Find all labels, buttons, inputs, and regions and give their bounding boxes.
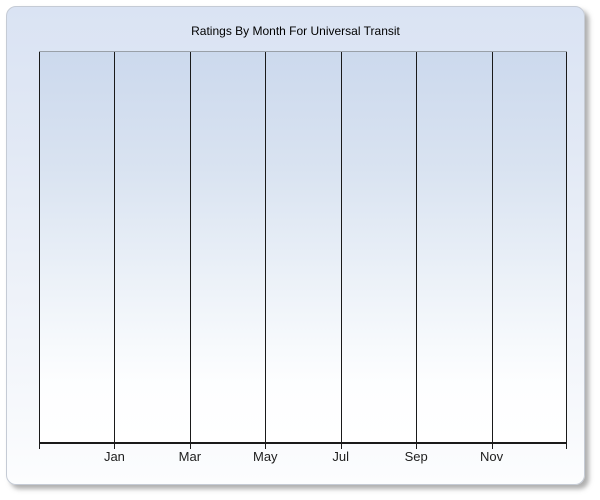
x-axis-label-sep: Sep [404,449,428,464]
x-axis-label-mar: Mar [178,449,202,464]
gridline-may [265,52,267,449]
x-axis-label-jan: Jan [103,449,125,464]
gridline-sep [416,52,418,449]
chart-window: Ratings By Month For Universal Transit J… [6,6,585,485]
x-axis-label-jul: Jul [332,449,350,464]
gridline-left-edge [39,52,40,449]
gridline-right-edge [566,52,567,449]
x-axis-label-may: May [253,449,278,464]
gridline-nov [491,52,493,449]
chart-title: Ratings By Month For Universal Transit [191,24,400,38]
gridline-mar [189,52,191,449]
plot-area [39,51,567,449]
x-axis: Jan Mar May Jul Sep Nov [39,449,567,465]
x-axis-label-nov: Nov [480,449,504,464]
gridline-jul [340,52,342,449]
gridline-jan [114,52,116,449]
